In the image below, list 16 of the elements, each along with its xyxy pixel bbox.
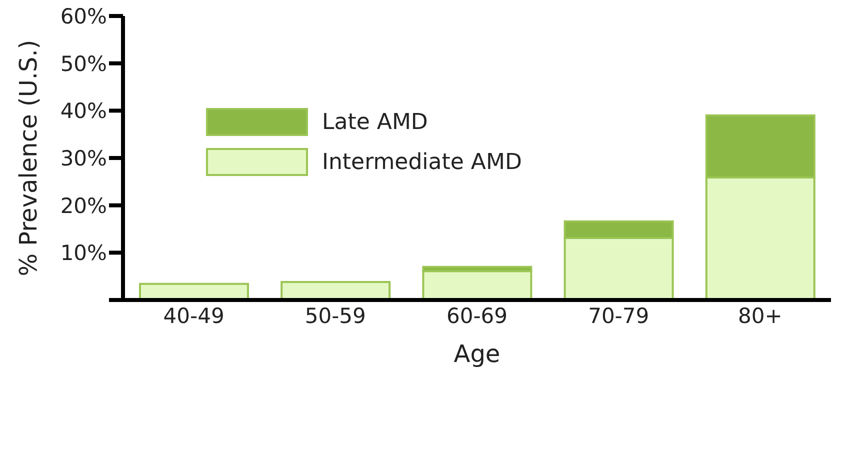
legend-label: Late AMD (322, 110, 428, 134)
x-tick-label: 60-69 (446, 304, 508, 328)
x-tick-label: 40-49 (163, 304, 224, 328)
x-tick-label: 50-59 (304, 304, 366, 328)
y-tick-label: 30% (60, 146, 107, 170)
y-tick-label: 40% (60, 99, 107, 124)
legend-label: Intermediate AMD (322, 150, 522, 174)
y-tick-label: 20% (60, 194, 107, 218)
x-axis-title: Age (454, 340, 500, 368)
y-tick-label: 10% (60, 241, 107, 266)
y-tick-label: 50% (60, 52, 107, 76)
y-tick-label: 60% (60, 4, 107, 28)
x-tick-label: 70-79 (588, 304, 650, 328)
y-axis-title: % Prevalence (U.S.) (14, 40, 43, 276)
bar (280, 281, 391, 300)
x-tick-label: 80+ (738, 304, 782, 328)
